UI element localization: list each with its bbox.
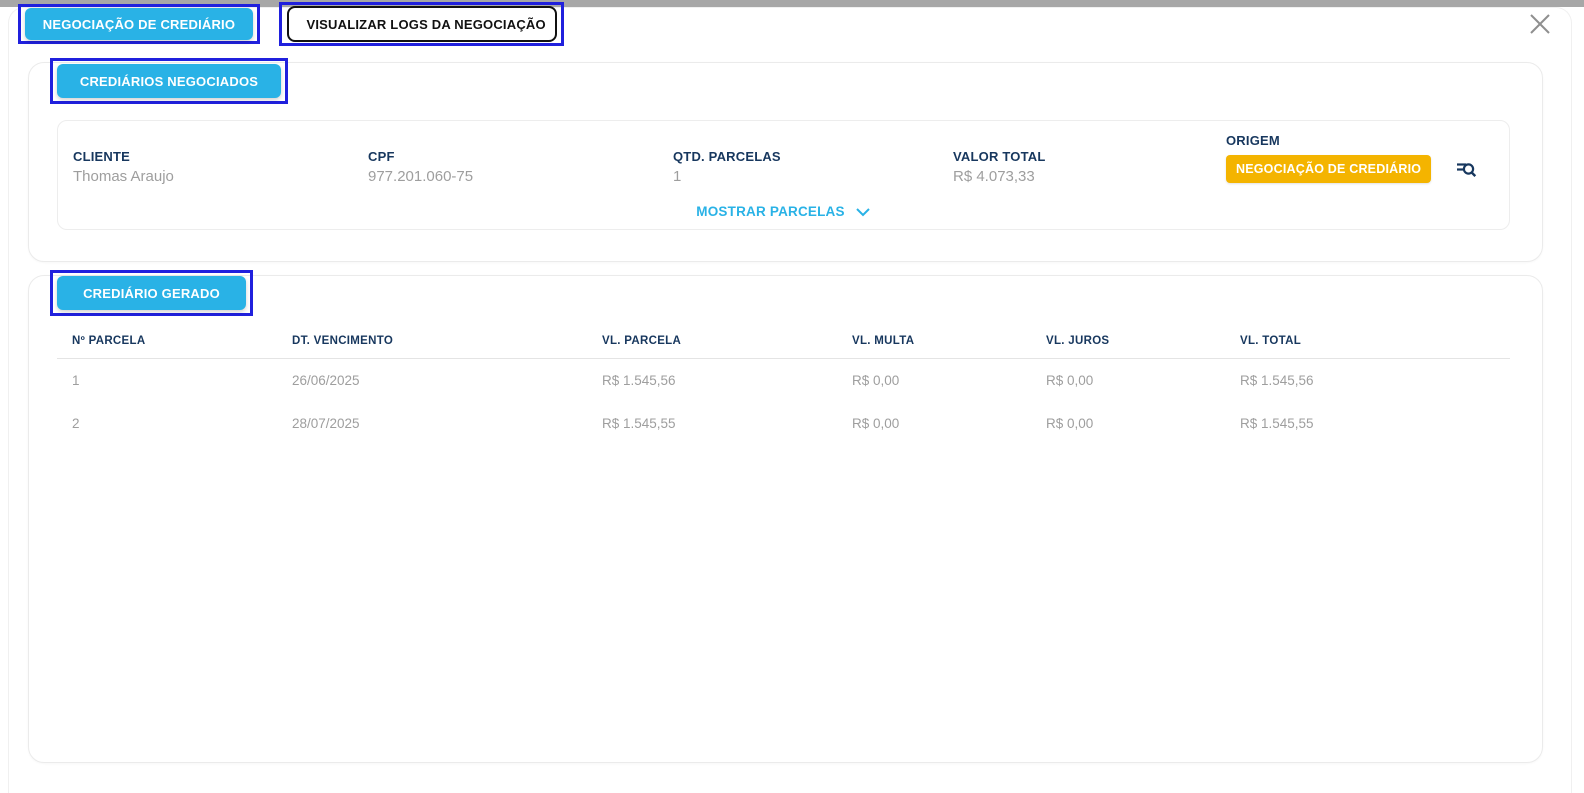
qtd-parcelas-label: QTD. PARCELAS bbox=[673, 149, 781, 164]
field-cpf: CPF 977.201.060-75 bbox=[368, 149, 673, 185]
origem-label: ORIGEM bbox=[1226, 133, 1280, 148]
valor-total-label: VALOR TOTAL bbox=[953, 149, 1046, 164]
cliente-value: Thomas Araujo bbox=[73, 168, 174, 185]
field-valor-total: VALOR TOTAL R$ 4.073,33 bbox=[953, 149, 1226, 185]
negotiated-card-content: CLIENTE Thomas Araujo CPF 977.201.060-75… bbox=[28, 62, 1543, 262]
generated-card-content: Nº PARCELA DT. VENCIMENTO VL. PARCELA VL… bbox=[28, 275, 1543, 763]
show-installments-link[interactable]: MOSTRAR PARCELAS bbox=[58, 204, 1509, 219]
header-vl-juros: VL. JUROS bbox=[1046, 334, 1110, 347]
installments-table: Nº PARCELA DT. VENCIMENTO VL. PARCELA VL… bbox=[57, 323, 1510, 445]
header-dt-vencimento: DT. VENCIMENTO bbox=[292, 334, 394, 347]
negotiation-tab-button[interactable]: NEGOCIAÇÃO DE CREDIÁRIO bbox=[25, 8, 253, 40]
installments-table-header: Nº PARCELA DT. VENCIMENTO VL. PARCELA VL… bbox=[57, 323, 1510, 359]
cell-dt-vencimento: 28/07/2025 bbox=[292, 416, 360, 431]
cell-n-parcela: 1 bbox=[72, 373, 80, 388]
header-vl-total: VL. TOTAL bbox=[1240, 334, 1302, 347]
cell-vl-parcela: R$ 1.545,56 bbox=[602, 373, 676, 388]
table-row: 1 26/06/2025 R$ 1.545,56 R$ 0,00 R$ 0,00… bbox=[57, 359, 1510, 402]
origem-badge: NEGOCIAÇÃO DE CREDIÁRIO bbox=[1226, 155, 1432, 183]
field-cliente: CLIENTE Thomas Araujo bbox=[73, 149, 368, 185]
highlight-box-generated-title: CREDIÁRIO GERADO bbox=[50, 270, 253, 316]
generated-card bbox=[28, 275, 1543, 763]
cell-vl-multa: R$ 0,00 bbox=[852, 416, 900, 431]
highlight-box-view-logs: VISUALIZAR LOGS DA NEGOCIAÇÃO bbox=[279, 2, 564, 46]
valor-total-value: R$ 4.073,33 bbox=[953, 168, 1035, 185]
cell-dt-vencimento: 26/06/2025 bbox=[292, 373, 360, 388]
qtd-parcelas-value: 1 bbox=[673, 168, 682, 185]
close-x-glyph bbox=[1530, 14, 1550, 34]
cell-vl-juros: R$ 0,00 bbox=[1046, 416, 1094, 431]
negotiated-title-button[interactable]: CREDIÁRIOS NEGOCIADOS bbox=[57, 64, 281, 98]
cell-n-parcela: 2 bbox=[72, 416, 80, 431]
highlight-box-negotiation: NEGOCIAÇÃO DE CREDIÁRIO bbox=[18, 4, 260, 44]
cpf-label: CPF bbox=[368, 149, 395, 164]
header-vl-parcela: VL. PARCELA bbox=[602, 334, 682, 347]
close-icon[interactable] bbox=[1526, 10, 1554, 38]
client-info-box: CLIENTE Thomas Araujo CPF 977.201.060-75… bbox=[57, 120, 1510, 230]
highlight-box-negotiated-title: CREDIÁRIOS NEGOCIADOS bbox=[50, 58, 288, 104]
cliente-label: CLIENTE bbox=[73, 149, 131, 164]
cell-vl-multa: R$ 0,00 bbox=[852, 373, 900, 388]
generated-title-button[interactable]: CREDIÁRIO GERADO bbox=[57, 276, 246, 310]
cell-vl-total: R$ 1.545,56 bbox=[1240, 373, 1314, 388]
header-vl-multa: VL. MULTA bbox=[852, 334, 915, 347]
view-logs-button[interactable]: VISUALIZAR LOGS DA NEGOCIAÇÃO bbox=[286, 6, 557, 42]
cell-vl-juros: R$ 0,00 bbox=[1046, 373, 1094, 388]
header-n-parcela: Nº PARCELA bbox=[72, 334, 146, 347]
page-top-strip bbox=[0, 0, 1584, 7]
client-fields: CLIENTE Thomas Araujo CPF 977.201.060-75… bbox=[58, 121, 1509, 185]
show-installments-label: MOSTRAR PARCELAS bbox=[696, 204, 845, 219]
cpf-value: 977.201.060-75 bbox=[368, 168, 474, 185]
field-origem: ORIGEM NEGOCIAÇÃO DE CREDIÁRIO bbox=[1226, 133, 1509, 185]
table-row: 2 28/07/2025 R$ 1.545,55 R$ 0,00 R$ 0,00… bbox=[57, 402, 1510, 445]
search-logs-icon[interactable] bbox=[1455, 158, 1477, 180]
chevron-down-icon bbox=[856, 207, 870, 216]
cell-vl-total: R$ 1.545,55 bbox=[1240, 416, 1314, 431]
field-qtd-parcelas: QTD. PARCELAS 1 bbox=[673, 149, 953, 185]
cell-vl-parcela: R$ 1.545,55 bbox=[602, 416, 676, 431]
